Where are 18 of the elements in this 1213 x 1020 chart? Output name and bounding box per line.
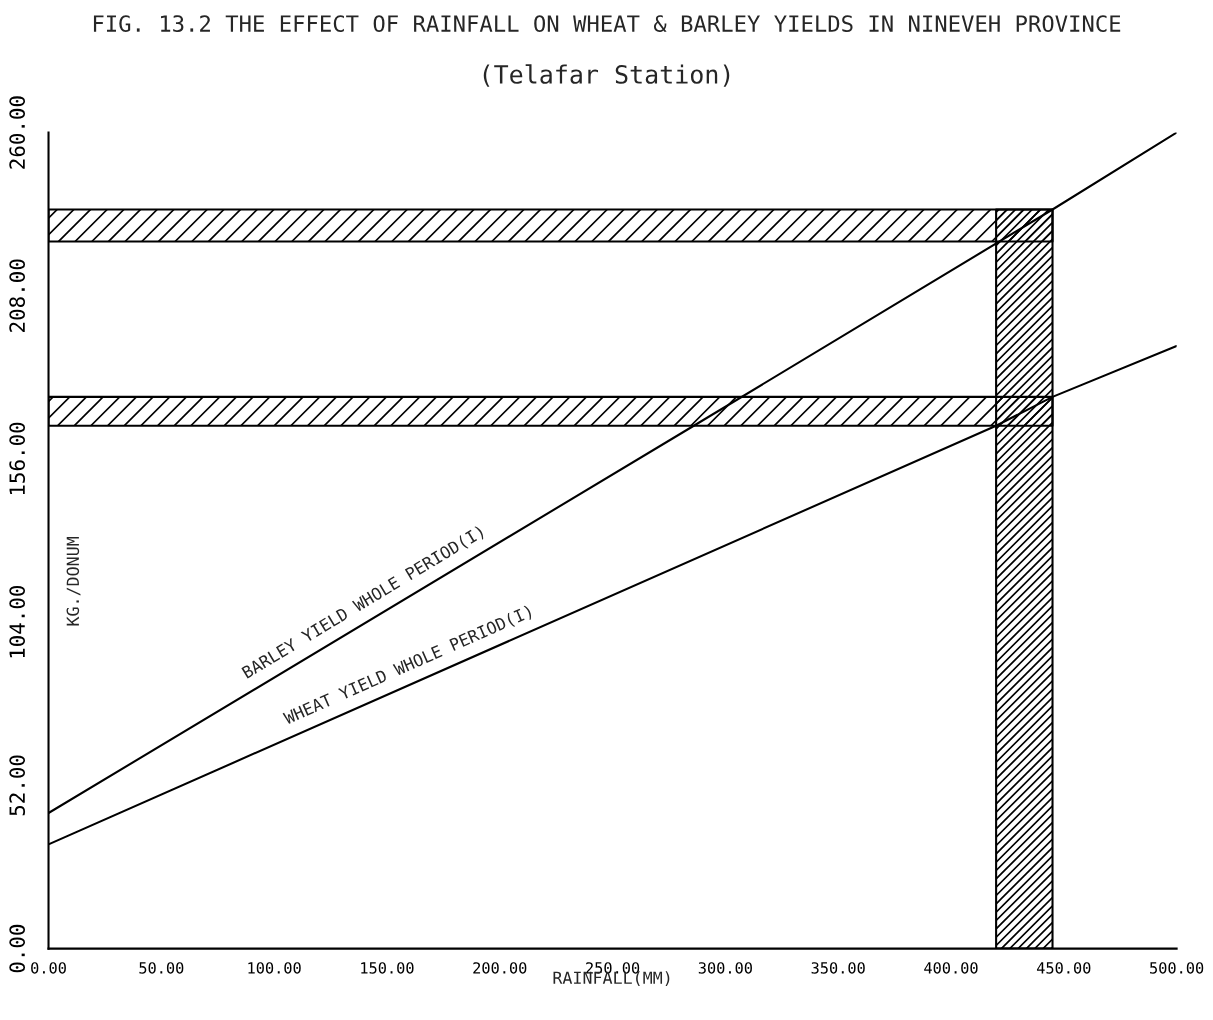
- x-tick-label: 150.00: [361, 962, 414, 974]
- y-tick-label: 104.00: [9, 585, 26, 658]
- y-axis-title: KG./DONUM: [66, 536, 81, 626]
- y-tick-label: 208.00: [9, 259, 26, 332]
- x-tick-label: 50.00: [139, 962, 184, 974]
- x-tick-label: 500.00: [1150, 962, 1204, 974]
- y-tick-label: 52.00: [9, 755, 26, 816]
- x-tick-label: 0.00: [31, 962, 66, 974]
- x-tick-label: 350.00: [811, 962, 865, 974]
- x-tick-label: 400.00: [924, 962, 978, 974]
- chart-title: FIG. 13.2 THE EFFECT OF RAINFALL ON WHEAT & BARLEY YIELDS IN NINEVEH PROVINCE: [93, 15, 1121, 33]
- chart-subtitle: (Telafar Station): [483, 64, 730, 87]
- y-tick-label: 260.00: [9, 96, 26, 169]
- x-tick-label: 450.00: [1036, 962, 1091, 974]
- x-tick-label: 100.00: [248, 962, 301, 974]
- x-tick-label: 200.00: [473, 962, 527, 974]
- x-tick-label: 300.00: [698, 962, 752, 974]
- y-tick-label: 156.00: [9, 422, 26, 495]
